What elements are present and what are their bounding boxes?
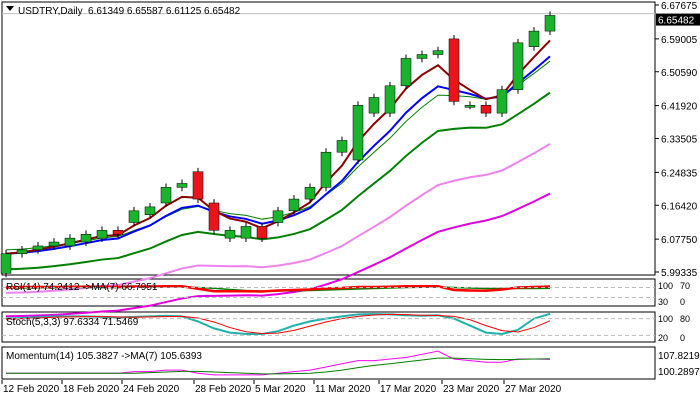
candle-down xyxy=(448,38,460,102)
date-label: 11 Mar 2020 xyxy=(315,384,371,395)
date-label: 24 Feb 2020 xyxy=(123,384,180,395)
candle-up xyxy=(240,226,252,239)
price-tick-label: 6.50590 xyxy=(661,68,698,79)
candle-up xyxy=(32,245,44,251)
date-label: 23 Mar 2020 xyxy=(443,384,500,395)
ma-line-slowest xyxy=(5,192,551,318)
candle-up xyxy=(224,230,236,239)
candle-up xyxy=(176,183,188,188)
candle-up xyxy=(272,210,284,223)
level-label: 30 xyxy=(658,297,668,307)
level-label: 80 xyxy=(680,314,690,324)
price-tick-label: 6.59005 xyxy=(661,35,698,46)
panel-frame xyxy=(1,311,656,343)
level-label: 0 xyxy=(680,333,685,343)
level-label: 20 xyxy=(658,333,668,343)
candle-up xyxy=(80,233,92,243)
candle-up xyxy=(0,253,12,274)
current-price-label: 6.65482 xyxy=(658,16,695,27)
level-label: 100 xyxy=(658,314,673,324)
date-label: 18 Feb 2020 xyxy=(63,384,120,395)
price-tick-label: 5.99335 xyxy=(661,268,698,279)
rsi-line xyxy=(5,285,551,293)
level-label: 0 xyxy=(680,297,685,307)
price-tick-label: 6.07750 xyxy=(661,235,698,246)
candle-up xyxy=(368,97,380,114)
candle-up xyxy=(384,85,396,114)
candle-up xyxy=(48,241,60,247)
candle-up xyxy=(464,105,476,108)
candle-down xyxy=(112,230,124,235)
candle-up xyxy=(128,210,140,223)
candle-up xyxy=(352,105,364,161)
price-tick-label: 6.41920 xyxy=(661,102,698,113)
panel-frame xyxy=(1,346,656,380)
candle-down xyxy=(192,171,204,200)
candle-up xyxy=(336,140,348,153)
stoch-label: Stoch(5,3,3) 97.6334 71.5469 xyxy=(6,317,139,328)
candle-up xyxy=(512,42,524,90)
momentum-ma-line xyxy=(6,357,551,375)
candle-up xyxy=(544,15,556,32)
date-label: 27 Mar 2020 xyxy=(505,384,562,395)
momentum-tick-label: 107.8219 xyxy=(658,351,700,362)
symbol-label: USDTRY,Daily xyxy=(18,6,83,17)
ma-line-long xyxy=(5,91,551,271)
price-tick-label: 6.16420 xyxy=(661,201,698,212)
level-label: 70 xyxy=(680,281,690,291)
candle-up xyxy=(96,230,108,239)
momentum-label: Momentum(14) 105.3827 ->MA(7) 105.6393 xyxy=(6,351,202,362)
current-price-badge xyxy=(656,13,700,26)
level-label: 100 xyxy=(658,281,673,291)
candle-up xyxy=(320,151,332,188)
candle-up xyxy=(432,50,444,55)
candle-up xyxy=(64,237,76,247)
date-label: 28 Feb 2020 xyxy=(195,384,252,395)
rsi-label: RSI(14) 74.2412 ->MA(7) 66.7951 xyxy=(6,282,158,293)
panel-frame xyxy=(1,278,656,307)
candle-up xyxy=(416,54,428,59)
candle-up xyxy=(16,249,28,255)
candle-up xyxy=(288,198,300,212)
collapse-triangle-icon[interactable] xyxy=(6,6,14,11)
candle-up xyxy=(160,187,172,204)
candle-up xyxy=(528,30,540,47)
price-tick-label: 6.33505 xyxy=(661,135,698,146)
date-label: 12 Feb 2020 xyxy=(3,384,60,395)
candle-down xyxy=(256,226,268,239)
date-label: 17 Mar 2020 xyxy=(380,384,437,395)
momentum-tick-label: 100.2897 xyxy=(658,367,700,378)
candle-up xyxy=(400,58,412,87)
candle-up xyxy=(496,89,508,114)
price-tick-label: 6.67675 xyxy=(661,1,698,12)
price-tick-label: 6.24835 xyxy=(661,168,698,179)
candle-down xyxy=(208,202,220,231)
candle-up xyxy=(304,187,316,200)
candle-up xyxy=(144,206,156,215)
candle-down xyxy=(480,105,492,114)
stoch-signal-line xyxy=(5,313,551,334)
ohlc-values: 6.61349 6.65587 6.61125 6.65482 xyxy=(88,6,241,17)
date-label: 5 Mar 2020 xyxy=(255,384,306,395)
